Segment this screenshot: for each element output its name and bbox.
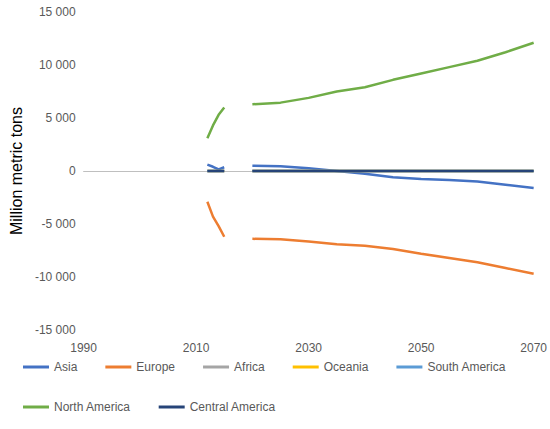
svg-text:-10 000: -10 000 bbox=[35, 270, 76, 284]
svg-text:2030: 2030 bbox=[295, 341, 322, 355]
svg-text:Asia: Asia bbox=[54, 360, 78, 374]
svg-text:2010: 2010 bbox=[183, 341, 210, 355]
svg-text:North America: North America bbox=[54, 400, 130, 414]
svg-text:5 000: 5 000 bbox=[46, 111, 76, 125]
svg-text:Million metric tons: Million metric tons bbox=[8, 107, 25, 235]
svg-text:Africa: Africa bbox=[234, 360, 265, 374]
svg-text:Oceania: Oceania bbox=[324, 360, 369, 374]
svg-text:-5 000: -5 000 bbox=[42, 217, 76, 231]
svg-text:0: 0 bbox=[69, 164, 76, 178]
svg-text:-15 000: -15 000 bbox=[35, 323, 76, 337]
svg-text:2070: 2070 bbox=[520, 341, 547, 355]
svg-text:2050: 2050 bbox=[408, 341, 435, 355]
svg-text:10 000: 10 000 bbox=[39, 58, 76, 72]
svg-text:1990: 1990 bbox=[70, 341, 97, 355]
svg-text:Central America: Central America bbox=[190, 400, 276, 414]
svg-text:South America: South America bbox=[427, 360, 505, 374]
svg-text:Europe: Europe bbox=[136, 360, 175, 374]
svg-text:15 000: 15 000 bbox=[39, 5, 76, 19]
